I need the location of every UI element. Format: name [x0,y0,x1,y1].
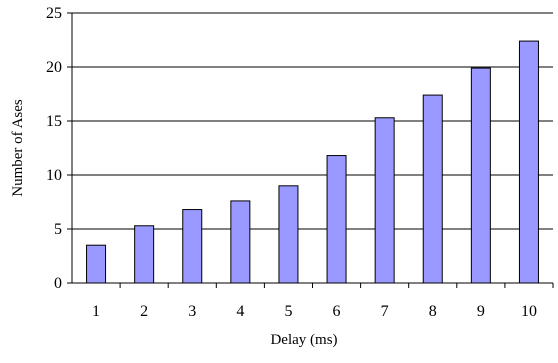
bar-9 [470,67,491,284]
x-axis-title: Delay (ms) [270,332,337,348]
bar-1 [86,244,107,284]
x-tick-label: 3 [188,303,196,320]
y-tick-label: 0 [54,275,62,292]
x-tick-label: 5 [284,303,292,320]
x-tick-label: 7 [381,303,389,320]
x-tick-labels: 1 2 3 4 5 6 7 8 9 10 [92,303,537,320]
bar-4 [230,200,251,284]
bar-3 [182,209,203,284]
y-tick-label: 10 [46,167,62,184]
x-tick-label: 10 [521,303,537,320]
axes [67,12,554,288]
bar-5 [278,185,299,284]
bar-6 [326,155,347,284]
x-tick-label: 8 [429,303,437,320]
x-tick-label: 6 [333,303,341,320]
x-tick-label: 4 [236,303,244,320]
y-axis-title: Number of Ases [10,99,26,197]
x-tick-label: 1 [92,303,100,320]
y-tick-label: 5 [54,221,62,238]
bar-2 [134,225,155,284]
bar-8 [422,94,443,284]
bar-10 [518,40,539,284]
y-tick-labels: 0 5 10 15 20 25 [46,5,62,292]
x-tick-label: 2 [140,303,148,320]
bar-7 [374,117,395,284]
y-tick-label: 15 [46,113,62,130]
y-tick-label: 25 [46,5,62,22]
x-tick-label: 9 [477,303,485,320]
bars [86,40,539,284]
y-tick-label: 20 [46,59,62,76]
